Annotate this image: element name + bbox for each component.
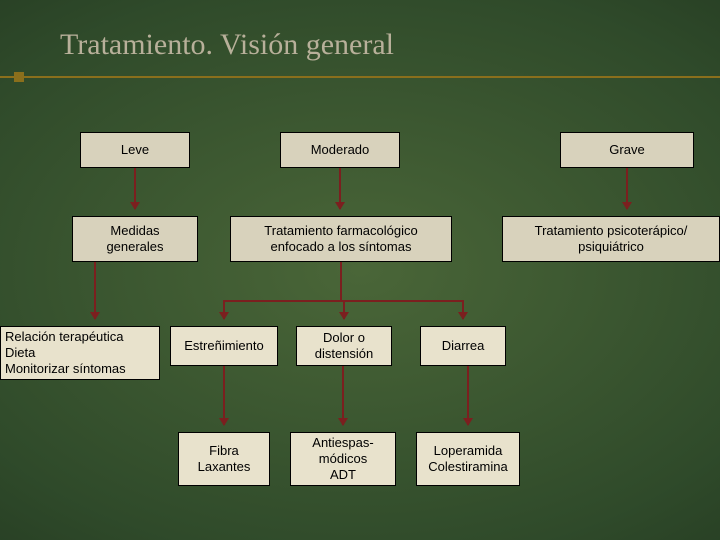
label: Grave xyxy=(609,142,644,158)
arrow-to-estren xyxy=(223,300,225,319)
box-moderado: Moderado xyxy=(280,132,400,168)
box-dolor: Dolor odistensión xyxy=(296,326,392,366)
label: Dolor odistensión xyxy=(315,330,374,363)
box-estren: Estreñimiento xyxy=(170,326,278,366)
box-fibra: FibraLaxantes xyxy=(178,432,270,486)
box-trat-farm: Tratamiento farmacológicoenfocado a los … xyxy=(230,216,452,262)
box-medidas: Medidasgenerales xyxy=(72,216,198,262)
label: Tratamiento farmacológicoenfocado a los … xyxy=(264,223,417,256)
box-anties: Antiespas-módicosADT xyxy=(290,432,396,486)
label: Diarrea xyxy=(442,338,485,354)
title-underline xyxy=(0,76,720,78)
arrow-diarrea-loper xyxy=(467,366,469,425)
label: FibraLaxantes xyxy=(198,443,251,476)
box-relacion: Relación terapéuticaDietaMonitorizar sín… xyxy=(0,326,160,380)
arrow-mod-farm xyxy=(339,168,341,209)
box-grave: Grave xyxy=(560,132,694,168)
arrow-to-dolor xyxy=(343,300,345,319)
arrow-to-diarrea xyxy=(462,300,464,319)
arrow-leve-medidas xyxy=(134,168,136,209)
label: Antiespas-módicosADT xyxy=(312,435,373,484)
label: Estreñimiento xyxy=(184,338,263,354)
arrow-farm-stub xyxy=(340,262,342,300)
label: Tratamiento psicoterápico/psiquiátrico xyxy=(535,223,688,256)
label: Relación terapéuticaDietaMonitorizar sín… xyxy=(5,329,126,378)
label: LoperamidaColestiramina xyxy=(428,443,507,476)
arrow-estren-fibra xyxy=(223,366,225,425)
box-loper: LoperamidaColestiramina xyxy=(416,432,520,486)
box-leve: Leve xyxy=(80,132,190,168)
label: Medidasgenerales xyxy=(106,223,163,256)
label: Leve xyxy=(121,142,149,158)
title-wrap: Tratamiento. Visión general xyxy=(60,28,394,62)
arrow-grave-psi xyxy=(626,168,628,209)
arrow-medidas-rel xyxy=(94,262,96,319)
box-trat-psi: Tratamiento psicoterápico/psiquiátrico xyxy=(502,216,720,262)
box-diarrea: Diarrea xyxy=(420,326,506,366)
page-title: Tratamiento. Visión general xyxy=(60,28,394,62)
label: Moderado xyxy=(311,142,370,158)
arrow-dolor-anties xyxy=(342,366,344,425)
